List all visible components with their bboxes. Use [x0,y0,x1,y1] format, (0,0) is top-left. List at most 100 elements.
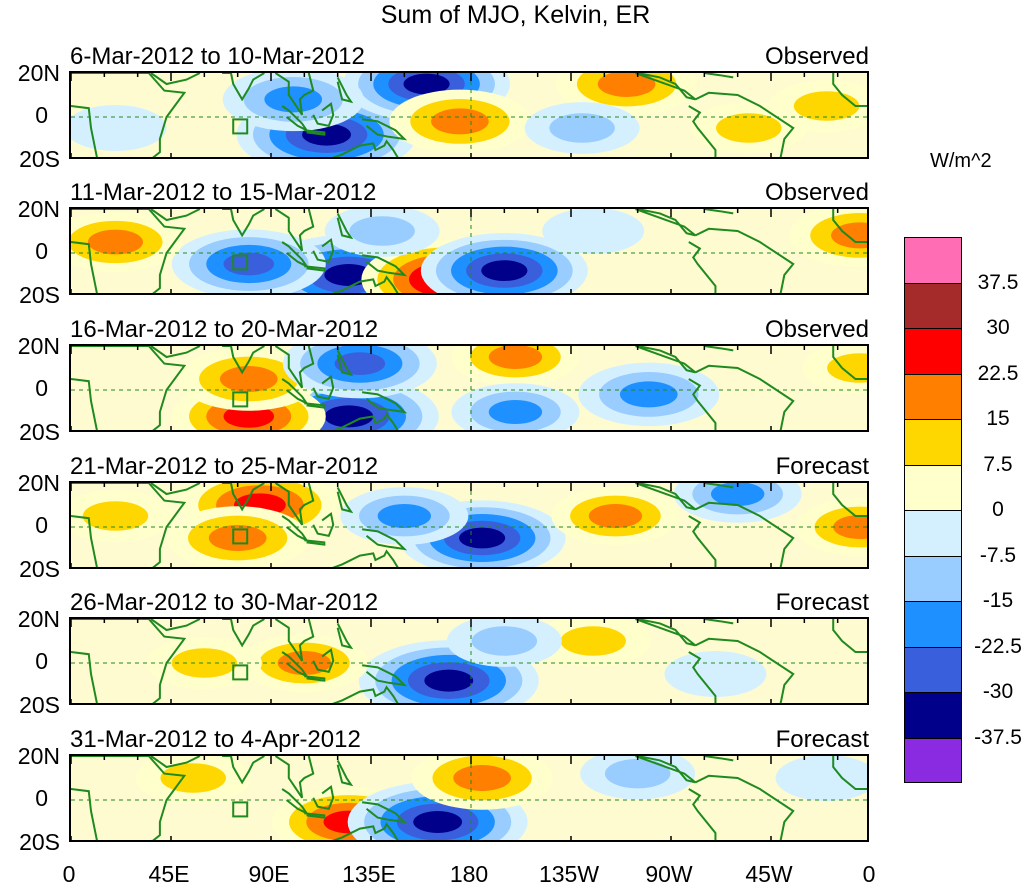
lon-tick-label: 45E [148,861,190,887]
coastline [832,756,867,790]
anomaly-map-svg [71,346,867,430]
panel-date-range: 6-Mar-2012 to 10-Mar-2012 [70,43,365,70]
coastline [635,209,697,237]
coastline [704,619,734,625]
colorbar-swatch [904,328,962,374]
lon-tick-label: 135W [538,861,600,887]
anomaly-contour [481,260,528,281]
coastline [361,528,408,551]
colorbar-level-label: -22.5 [974,634,1022,658]
panel-date-range: 21-Mar-2012 to 25-Mar-2012 [70,453,379,480]
coastline [832,619,867,653]
anomaly-contour [488,400,543,424]
coastline [281,788,310,816]
colorbar-level-label: -30 [982,680,1014,703]
coastline [304,129,326,136]
colorbar-swatch [904,282,962,328]
coastline [274,619,315,662]
lat-tick-label: 0 [35,785,48,811]
panel-status: Observed [764,179,869,206]
coastline [150,73,201,86]
coastline [688,227,795,293]
coastline [274,209,315,252]
colorbar-swatch [904,237,962,283]
anomaly-contour [597,73,656,97]
coastline [312,238,335,263]
coastline [71,483,187,567]
lat-tick-label: 20S [19,829,60,855]
anomaly-map-svg [71,756,867,840]
anomaly-contour [219,366,278,392]
coastline [336,759,354,787]
coastline [832,483,867,517]
coastline [312,785,335,810]
anomaly-map-svg [71,619,867,703]
coastline [332,139,399,157]
lon-tick-label: 90W [645,861,693,887]
anomaly-map-svg [71,209,867,293]
anomaly-map-panel [69,207,869,295]
colorbar-level-label: -37.5 [974,725,1022,749]
anomaly-contour [223,252,275,276]
coastline [150,756,201,769]
lat-tick-label: 20S [19,419,60,445]
lat-tick-label: 20N [17,606,60,632]
anomaly-map-panel [69,481,869,569]
panel-status: Observed [764,316,869,343]
lat-tick-label: 0 [35,648,48,674]
coastline [312,102,335,127]
coastline [150,619,201,632]
panel-date-range: 11-Mar-2012 to 15-Mar-2012 [70,179,377,206]
colorbar-level-label: 7.5 [983,452,1013,476]
coastline [274,756,315,799]
coastline [704,73,734,79]
chart-title: Sum of MJO, Kelvin, ER [380,1,651,29]
lon-tick-label: 0 [862,861,876,887]
lat-tick-label: 0 [35,512,48,538]
lat-tick-label: 20S [19,556,60,582]
coastline [150,209,201,222]
panel-status: Forecast [775,453,869,480]
colorbar-swatch [904,510,962,556]
coastline [71,209,187,293]
region-marker-box [232,118,249,135]
anomaly-contour [459,527,506,549]
anomaly-contour [424,669,474,692]
anomaly-map-panel [69,71,869,159]
coastline [688,364,795,430]
coastline [312,375,335,400]
coastline [222,346,265,375]
colorbar-swatch [904,555,962,601]
coastline [336,622,354,650]
coastline [832,346,867,380]
coastline [71,73,187,157]
anomaly-contour [377,504,432,528]
lon-tick-label: 0 [62,861,76,887]
panel-date-range: 16-Mar-2012 to 20-Mar-2012 [70,316,379,343]
colorbar-swatch [904,419,962,465]
coastline [281,378,310,406]
coastline [832,209,867,243]
coastline [336,349,354,377]
anomaly-contour [549,113,615,143]
anomaly-contour [208,525,267,551]
coastline [688,637,795,703]
lat-tick-label: 20N [17,196,60,222]
colorbar-level-label: 30 [986,316,1010,339]
coastline [222,756,265,785]
coastline [336,486,354,514]
anomaly-contour [542,209,645,254]
panel-status: Forecast [775,589,869,616]
anomaly-contour [324,405,374,428]
coastline [704,483,734,489]
coastline [222,483,265,512]
coastline [304,402,326,409]
coastline [304,265,326,272]
coastline [304,812,326,819]
lat-tick-label: 20N [17,470,60,496]
colorbar-units: W/m^2 [930,150,992,172]
coastline [222,209,265,238]
coastline [332,822,399,840]
coastline [304,539,326,546]
anomaly-map-svg [71,483,867,567]
